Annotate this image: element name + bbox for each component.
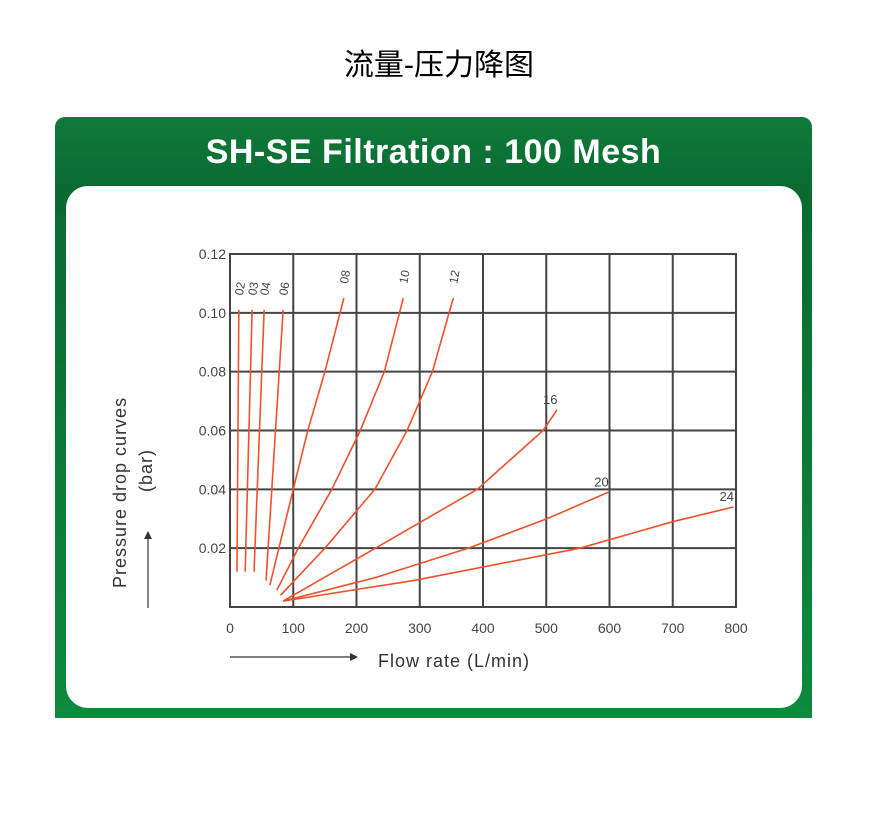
curve-04 [253, 309, 265, 572]
y-tick-label: 0.02 [199, 540, 226, 556]
x-tick-label: 400 [471, 620, 495, 636]
series-label: 16 [543, 392, 557, 407]
series-label: 03 [245, 281, 261, 297]
curve-10 [276, 297, 405, 591]
series-label: 12 [446, 269, 462, 285]
x-arrow-head-icon [350, 653, 358, 661]
y-tick-label: 0.04 [199, 481, 226, 497]
x-tick-label: 200 [345, 620, 369, 636]
x-tick-label: 100 [282, 620, 306, 636]
y-tick-label: 0.12 [199, 246, 226, 262]
curve-03 [244, 309, 253, 572]
series-label: 02 [232, 281, 248, 297]
x-tick-label: 500 [535, 620, 559, 636]
curve-02 [236, 309, 240, 572]
series-label: 10 [396, 269, 412, 285]
chart-panel: SH-SE Filtration : 100 Mesh [55, 117, 812, 718]
y-axis-label: Pressure drop curves [110, 397, 130, 588]
curve-08 [269, 297, 345, 586]
curve-12 [280, 297, 455, 596]
chart-area [66, 186, 802, 708]
x-tick-label: 600 [598, 620, 622, 636]
curve-20 [282, 491, 609, 602]
curve-06 [265, 309, 284, 581]
curve-16 [282, 409, 558, 602]
x-tick-label: 0 [226, 620, 234, 636]
y-tick-label: 0.10 [199, 305, 226, 321]
y-tick-label: 0.06 [199, 423, 226, 439]
series-label: 06 [276, 281, 292, 297]
x-tick-label: 300 [408, 620, 432, 636]
series-label: 20 [594, 474, 608, 489]
series-label: 04 [257, 281, 273, 297]
chart-title: SH-SE Filtration : 100 Mesh [205, 133, 662, 171]
series-label: 24 [719, 489, 733, 504]
y-tick-label: 0.08 [199, 364, 226, 380]
page-title: 流量-压力降图 [343, 48, 535, 83]
curve-24 [283, 506, 734, 602]
plot-frame [229, 253, 737, 608]
series-label: 08 [337, 269, 353, 285]
y-axis-label-unit: (bar) [136, 449, 156, 492]
x-axis-label: Flow rate (L/min) [378, 651, 530, 671]
x-tick-label: 700 [661, 620, 685, 636]
y-arrow-head-icon [144, 531, 152, 539]
x-tick-label: 800 [724, 620, 748, 636]
